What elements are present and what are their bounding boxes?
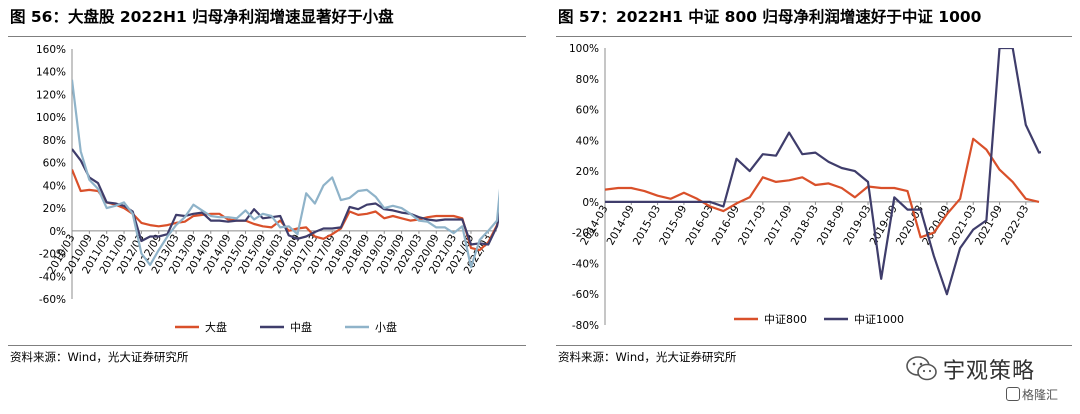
y-tick-label: 100% <box>569 43 599 55</box>
watermark-text: 宇观策略 <box>943 359 1036 384</box>
bottom-divider <box>556 345 1072 346</box>
y-tick-label: 40% <box>576 135 599 147</box>
series-line <box>72 148 499 246</box>
bottom-divider <box>8 345 526 346</box>
legend-label: 中盘 <box>290 320 312 334</box>
y-tick-label: -80% <box>572 320 599 332</box>
badge-icon <box>1006 387 1020 401</box>
line-chart-left: -60% -40% -20% 0% 20% 40% 60% 80% 100% 120% 140% 16… <box>36 44 499 334</box>
line-chart-right: -80%-60%-40%-20%0%20%40%60%80%100%2014-0… <box>569 43 1041 332</box>
legend-label: 中证1000 <box>854 313 904 326</box>
y-tick-label: 0% <box>49 226 66 238</box>
series-line <box>605 137 1040 239</box>
series-line <box>605 48 1041 296</box>
y-tick-label: -20% <box>572 228 599 240</box>
wechat-icon <box>906 356 937 381</box>
badge-text: 格隆汇 <box>1022 388 1059 402</box>
watermark-badge: 格隆汇 <box>1006 386 1058 403</box>
y-tick-label: 120% <box>36 89 66 101</box>
legend-label: 大盘 <box>205 320 227 334</box>
y-tick-label: -40% <box>39 271 66 283</box>
y-tick-label: 20% <box>43 203 66 215</box>
chart-title: 图 56：大盘股 2022H1 归母净利润增速显著好于小盘 <box>10 8 394 26</box>
source-note: 资料来源：Wind，光大证券研究所 <box>10 350 189 364</box>
title-divider <box>8 36 526 37</box>
y-tick-label: -60% <box>39 294 66 306</box>
chart-title: 图 57：2022H1 中证 800 归母净利润增速好于中证 1000 <box>558 8 982 26</box>
source-note: 资料来源：Wind，光大证券研究所 <box>558 350 737 364</box>
y-tick-label: 0% <box>582 197 599 209</box>
y-tick-label: 40% <box>43 180 66 192</box>
chart-panel-left: 图 56：大盘股 2022H1 归母净利润增速显著好于小盘 -60% -40% -2… <box>0 0 534 414</box>
y-tick-label: 80% <box>43 135 66 147</box>
y-tick-label: 20% <box>576 166 599 178</box>
y-tick-label: 60% <box>576 105 599 117</box>
y-tick-label: 60% <box>43 158 66 170</box>
legend-label: 中证800 <box>764 313 807 326</box>
series-line <box>72 79 499 269</box>
legend-label: 小盘 <box>375 320 397 334</box>
y-tick-label: -20% <box>39 249 66 261</box>
y-tick-label: 80% <box>576 74 599 86</box>
y-tick-label: -60% <box>572 289 599 301</box>
watermark: 宇观策略 格隆汇 <box>905 352 1075 412</box>
title-divider <box>556 36 1072 37</box>
y-tick-label: 140% <box>36 67 66 79</box>
y-tick-label: 160% <box>36 44 66 56</box>
chart-panel-right: 图 57：2022H1 中证 800 归母净利润增速好于中证 1000 -80%… <box>548 0 1080 414</box>
y-tick-label: 100% <box>36 112 66 124</box>
y-tick-label: -40% <box>572 258 599 270</box>
